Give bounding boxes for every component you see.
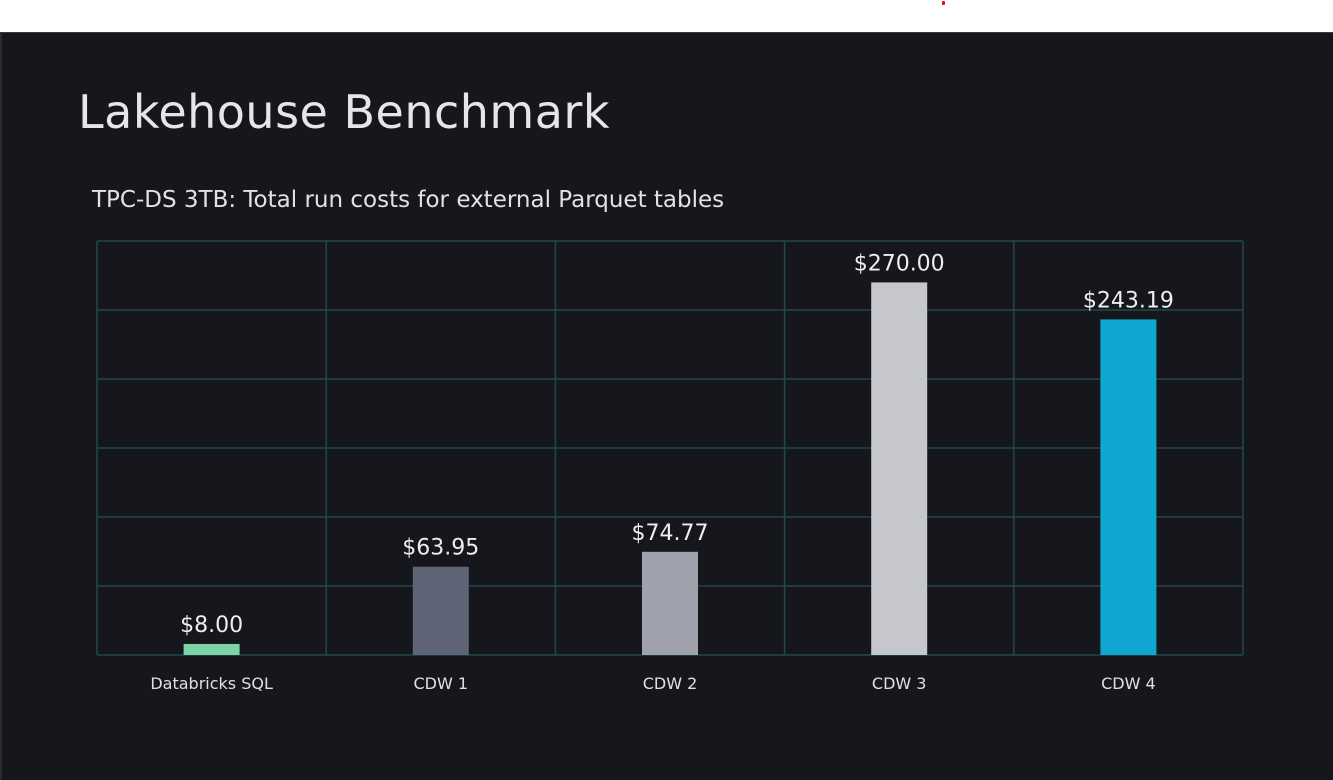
- data-label: $63.95: [402, 536, 479, 561]
- data-label: $8.00: [180, 613, 243, 638]
- x-tick-label: CDW 3: [872, 674, 927, 693]
- x-tick-label: CDW 2: [643, 674, 698, 693]
- bar: [871, 282, 928, 655]
- slide-title: Lakehouse Benchmark: [78, 85, 610, 139]
- bar: [1100, 319, 1157, 655]
- red-dot: [942, 1, 945, 5]
- x-tick-label: Databricks SQL: [150, 674, 273, 693]
- chart-title: TPC-DS 3TB: Total run costs for external…: [92, 187, 725, 213]
- x-tick-label: CDW 4: [1101, 674, 1156, 693]
- data-label: $270.00: [854, 251, 945, 276]
- data-label: $243.19: [1083, 288, 1174, 313]
- bar: [183, 643, 240, 655]
- data-label: $74.77: [632, 521, 709, 546]
- bar: [412, 566, 469, 655]
- x-tick-label: CDW 1: [414, 674, 469, 693]
- bar: [642, 551, 698, 655]
- top-strip: [0, 0, 1333, 32]
